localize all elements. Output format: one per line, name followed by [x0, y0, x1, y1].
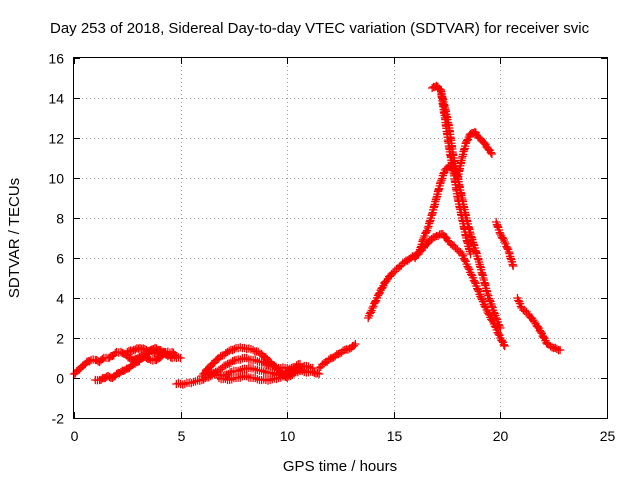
series-trail: [514, 296, 563, 355]
series-trail: [124, 344, 180, 360]
x-axis-title: GPS time / hours: [283, 458, 397, 475]
y-tick-label: 10: [48, 171, 64, 187]
y-tick-label: 2: [56, 331, 64, 347]
series-trace-14: [513, 293, 565, 355]
x-tick-label: 20: [493, 428, 509, 444]
y-tick-label: 16: [48, 51, 64, 67]
data-point: [400, 257, 409, 267]
series-trace-12: [432, 81, 475, 259]
x-tick-label: 10: [280, 428, 296, 444]
series-trail: [433, 83, 475, 256]
y-tick-label: -2: [52, 411, 65, 427]
y-tick-label: 0: [56, 371, 64, 387]
data-point: [315, 363, 324, 373]
series-trail: [316, 341, 359, 372]
series-trace-3: [123, 343, 181, 361]
x-tick-label: 25: [600, 428, 616, 444]
y-tick-label: 14: [48, 91, 64, 107]
axis-ticks: -2 0 2 4 6 8 10 12 14 16 0 5 10 15 20 25: [48, 51, 615, 445]
data-point: [123, 347, 132, 357]
series-trace-8: [315, 339, 360, 373]
data-point: [142, 345, 151, 355]
data-marks: [69, 81, 565, 389]
series-trail: [412, 162, 504, 331]
chart-title: Day 253 of 2018, Sidereal Day-to-day VTE…: [50, 20, 590, 37]
y-tick-label: 4: [56, 291, 64, 307]
data-point: [148, 347, 158, 357]
series-trace-13: [491, 217, 518, 271]
y-tick-label: 8: [56, 211, 64, 227]
y-tick-label: 12: [48, 131, 64, 147]
x-tick-label: 15: [387, 428, 403, 444]
grid: [74, 58, 607, 418]
series-trace-7: [214, 365, 309, 385]
series-trail: [216, 365, 307, 385]
series-trail: [492, 220, 517, 269]
x-tick-label: 0: [71, 428, 79, 444]
data-point: [470, 277, 479, 287]
y-tick-label: 6: [56, 251, 64, 267]
plot-frame: [73, 57, 608, 419]
y-axis-title: SDTVAR / TECUs: [6, 178, 23, 298]
x-tick-label: 5: [178, 428, 186, 444]
